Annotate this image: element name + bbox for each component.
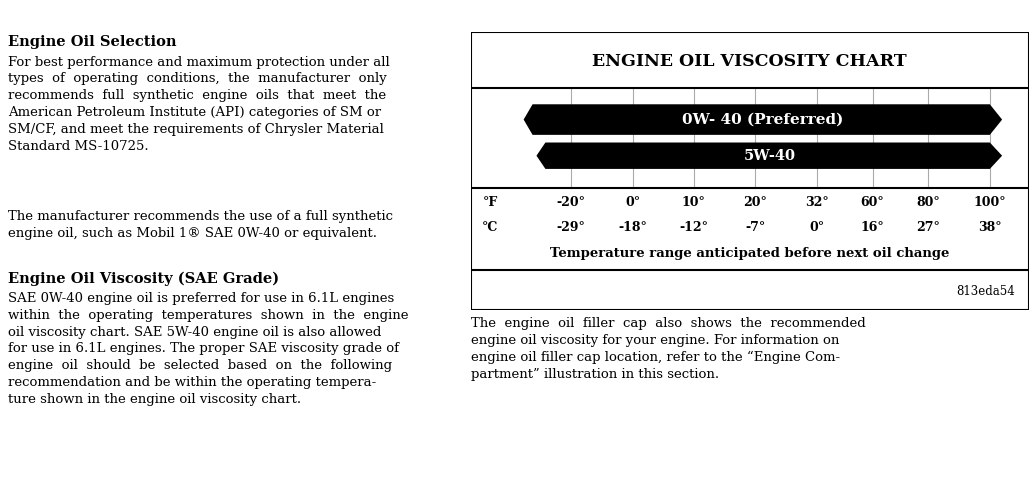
- Text: 5W-40: 5W-40: [743, 149, 796, 163]
- Polygon shape: [523, 104, 1002, 135]
- Text: For best performance and maximum protection under all
types  of  operating  cond: For best performance and maximum protect…: [8, 56, 390, 153]
- Text: °C: °C: [482, 222, 498, 234]
- Text: SAE 0W-40 engine oil is preferred for use in 6.1L engines
within  the  operating: SAE 0W-40 engine oil is preferred for us…: [8, 292, 409, 406]
- Text: 0°: 0°: [625, 197, 640, 210]
- Text: 38°: 38°: [978, 222, 1002, 234]
- Text: Temperature range anticipated before next oil change: Temperature range anticipated before nex…: [550, 246, 949, 259]
- Text: 16°: 16°: [861, 222, 884, 234]
- Text: 0W- 40 (Preferred): 0W- 40 (Preferred): [682, 113, 843, 127]
- Text: Engine Oil Viscosity (SAE Grade): Engine Oil Viscosity (SAE Grade): [8, 271, 280, 285]
- Text: Engine Oil Selection: Engine Oil Selection: [8, 35, 176, 49]
- Text: 60°: 60°: [861, 197, 884, 210]
- Text: 100°: 100°: [973, 197, 1006, 210]
- Polygon shape: [537, 142, 1002, 169]
- Text: 27°: 27°: [916, 222, 940, 234]
- Text: ENGINE OIL VISCOSITY CHART: ENGINE OIL VISCOSITY CHART: [592, 53, 907, 70]
- Text: -20°: -20°: [556, 197, 585, 210]
- Text: 0°: 0°: [809, 222, 825, 234]
- Text: -29°: -29°: [556, 222, 585, 234]
- Text: -7°: -7°: [745, 222, 766, 234]
- Text: The manufacturer recommends the use of a full synthetic
engine oil, such as Mobi: The manufacturer recommends the use of a…: [8, 211, 393, 240]
- Text: 813eda54: 813eda54: [957, 285, 1014, 298]
- Text: 20°: 20°: [743, 197, 767, 210]
- Text: -18°: -18°: [618, 222, 647, 234]
- Text: The  engine  oil  filler  cap  also  shows  the  recommended
engine oil viscosit: The engine oil filler cap also shows the…: [471, 317, 866, 381]
- Text: °F: °F: [483, 197, 497, 210]
- Text: 10°: 10°: [682, 197, 706, 210]
- Text: 32°: 32°: [805, 197, 829, 210]
- Text: 302   MAINTAINING YOUR VEHICLE: 302 MAINTAINING YOUR VEHICLE: [8, 8, 263, 20]
- Text: 80°: 80°: [916, 197, 940, 210]
- Text: -12°: -12°: [679, 222, 708, 234]
